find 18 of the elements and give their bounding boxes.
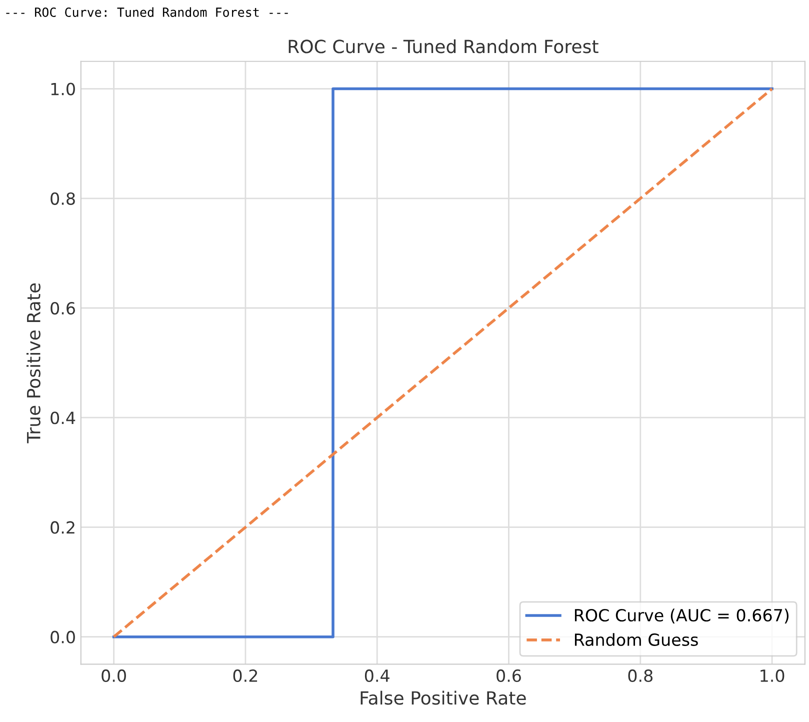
x-tick-label: 0.8 <box>628 669 653 682</box>
text: --- ROC Curve: Tuned Random Forest --- <box>6 7 288 17</box>
legend-label: ROC Curve (AUC = 0.667) <box>574 608 789 624</box>
y-tick-label: 0.2 <box>50 521 74 534</box>
x-tick-label: 0.2 <box>233 669 258 682</box>
y-tick-label: 1.0 <box>51 82 75 96</box>
x-tick-label: 0.0 <box>102 669 126 682</box>
x-tick-label: 0.6 <box>496 669 521 682</box>
y-tick-label: 0.0 <box>50 630 75 644</box>
y-tick-label: 0.6 <box>50 302 75 315</box>
y-tick-label: 0.4 <box>50 412 76 424</box>
chart-title: ROC Curve - Tuned Random Forest <box>288 39 598 54</box>
x-tick-label: 1.0 <box>760 669 784 682</box>
legend-label: Random Guess <box>574 633 698 646</box>
x-axis-title: False Positive Rate <box>360 690 526 705</box>
y-axis-title: True Positive Rate <box>26 283 40 444</box>
x-tick-label: 0.4 <box>364 669 390 682</box>
y-tick-label: 0.8 <box>50 192 75 205</box>
